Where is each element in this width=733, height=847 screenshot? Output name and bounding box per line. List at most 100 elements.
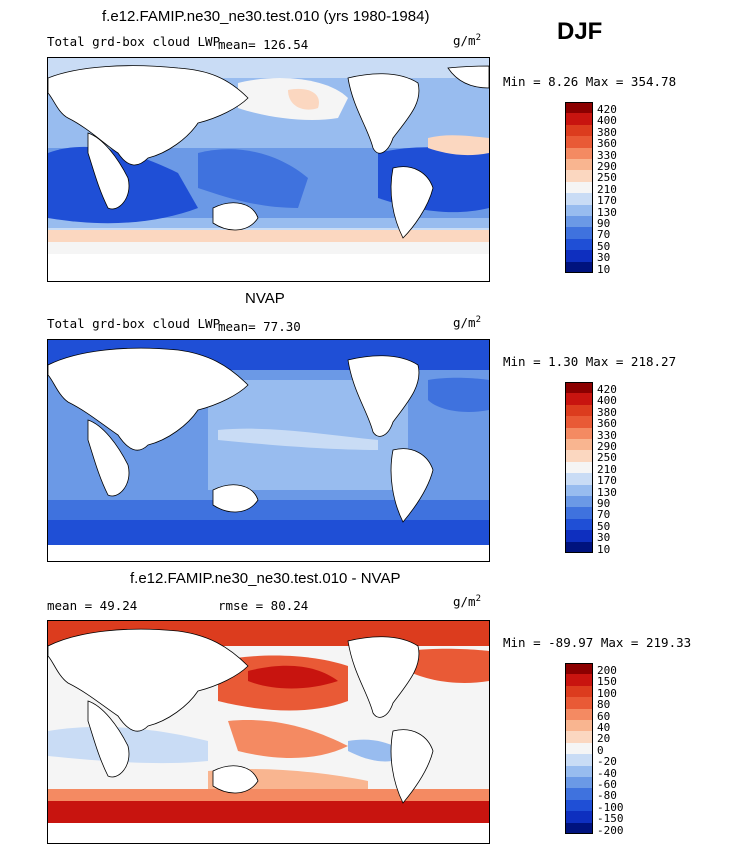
colorbar-cell <box>565 496 593 508</box>
colorbar-cell <box>565 427 593 439</box>
colorbar-cell <box>565 147 593 159</box>
colorbar-cell <box>565 227 593 239</box>
colorbar-cell <box>565 193 593 205</box>
colorbar-cell <box>565 113 593 125</box>
colorbar-tick-label: 150 <box>597 675 617 689</box>
colorbar-cell <box>565 697 593 709</box>
panel-3-minmax: Min = -89.97 Max = 219.33 <box>503 635 692 650</box>
colorbar-tick-label: 290 <box>597 440 617 453</box>
colorbar-tick-label: 250 <box>597 451 617 465</box>
colorbar-cell <box>565 685 593 698</box>
colorbar-tick-label: 330 <box>597 428 617 442</box>
colorbar-cell <box>565 742 593 755</box>
panel-3-title: f.e12.FAMIP.ne30_ne30.test.010 - NVAP <box>130 570 401 587</box>
colorbar-tick-label: 0 <box>597 743 604 757</box>
colorbar-tick-label: -60 <box>597 778 617 791</box>
colorbar-tick-label: 50 <box>597 519 611 533</box>
colorbar-cell <box>565 530 593 542</box>
colorbar-cell <box>565 674 593 686</box>
colorbar-tick-label: 330 <box>597 148 617 162</box>
colorbar-tick-label: 60 <box>597 709 611 723</box>
colorbar-cell <box>565 204 593 216</box>
colorbar-cell <box>565 708 593 720</box>
colorbar-tick-label: 210 <box>597 462 617 476</box>
colorbar-tick-label: 10 <box>597 542 611 556</box>
panel-1-title: f.e12.FAMIP.ne30_ne30.test.010 (yrs 1980… <box>102 8 430 25</box>
colorbar-cell <box>565 261 593 273</box>
colorbar-tick-label: 420 <box>597 383 617 396</box>
colorbar-cell <box>565 450 593 462</box>
panel-1-map <box>47 57 490 282</box>
panel-1-units: g/m2 <box>453 33 481 49</box>
colorbar-cell <box>565 124 593 137</box>
panel-3-mean: mean = 49.24 <box>47 598 138 613</box>
panel-2-minmax: Min = 1.30 Max = 218.27 <box>503 354 677 369</box>
colorbar-cell <box>565 765 593 777</box>
colorbar-tick-label: 210 <box>597 182 617 196</box>
colorbar-tick-label: 100 <box>597 686 617 700</box>
colorbar-cell <box>565 473 593 485</box>
colorbar-cell <box>565 416 593 428</box>
colorbar-tick-label: 30 <box>597 251 611 265</box>
colorbar-cell <box>565 181 593 194</box>
panel-2-title: NVAP <box>245 290 285 307</box>
colorbar-cell <box>565 382 593 394</box>
colorbar-tick-label: 400 <box>597 114 617 128</box>
colorbar-tick-label: 70 <box>597 508 611 522</box>
colorbar-cell <box>565 102 593 114</box>
panel-2-units: g/m2 <box>453 315 481 331</box>
colorbar-cell <box>565 720 593 732</box>
colorbar-cell <box>565 461 593 474</box>
colorbar-cell <box>565 250 593 262</box>
colorbar-cell <box>565 439 593 451</box>
colorbar-tick-label: 360 <box>597 137 617 151</box>
panel-2-variable-label: Total grd-box cloud LWP <box>47 316 221 331</box>
panel-1-minmax: Min = 8.26 Max = 354.78 <box>503 74 677 89</box>
colorbar-tick-label: -20 <box>597 755 617 769</box>
panel-2-map <box>47 339 490 562</box>
colorbar-tick-label: 420 <box>597 103 617 116</box>
colorbar-tick-label: 200 <box>597 664 617 677</box>
colorbar-tick-label: 290 <box>597 160 617 173</box>
colorbar-tick-label: 130 <box>597 205 617 219</box>
colorbar-cell <box>565 393 593 405</box>
colorbar-cell <box>565 788 593 800</box>
panel-2-mean: mean= 77.30 <box>218 319 301 334</box>
colorbar-tick-label: 90 <box>597 497 611 510</box>
colorbar-tick-label: -100 <box>597 800 624 814</box>
colorbar-tick-label: 90 <box>597 217 611 230</box>
colorbar-tick-label: -40 <box>597 766 617 780</box>
colorbar-cell <box>565 238 593 251</box>
colorbar-cell <box>565 404 593 417</box>
colorbar-cell <box>565 484 593 496</box>
panel-1-colorbar: 420 400 380 360 330 290 250 210 170 130 … <box>565 102 645 276</box>
colorbar-tick-label: -150 <box>597 812 624 826</box>
colorbar-tick-label: -80 <box>597 789 617 803</box>
panel-3-map <box>47 620 490 844</box>
colorbar-cell <box>565 159 593 171</box>
colorbar-tick-label: 380 <box>597 405 617 419</box>
colorbar-tick-label: 50 <box>597 239 611 253</box>
colorbar-tick-label: 80 <box>597 698 611 712</box>
colorbar-tick-label: -200 <box>597 823 624 837</box>
colorbar-cell <box>565 216 593 228</box>
colorbar-tick-label: 10 <box>597 262 611 276</box>
colorbar-tick-label: 360 <box>597 417 617 431</box>
panel-1-variable-label: Total grd-box cloud LWP <box>47 34 221 49</box>
colorbar-cell <box>565 507 593 519</box>
colorbar-tick-label: 70 <box>597 228 611 242</box>
panel-3-rmse: rmse = 80.24 <box>218 598 309 613</box>
colorbar-cell <box>565 799 593 812</box>
colorbar-cell <box>565 822 593 834</box>
colorbar-cell <box>565 541 593 553</box>
colorbar-cell <box>565 754 593 766</box>
season-label: DJF <box>557 18 603 45</box>
panel-3-colorbar: 200 150 100 80 60 40 20 0 -20 -40 -60 -8… <box>565 663 645 837</box>
colorbar-tick-label: 250 <box>597 171 617 185</box>
colorbar-cell <box>565 518 593 531</box>
colorbar-tick-label: 170 <box>597 474 617 488</box>
colorbar-cell <box>565 170 593 182</box>
colorbar-tick-label: 20 <box>597 732 611 746</box>
panel-2-colorbar: 420 400 380 360 330 290 250 210 170 130 … <box>565 382 645 556</box>
colorbar-cell <box>565 777 593 789</box>
